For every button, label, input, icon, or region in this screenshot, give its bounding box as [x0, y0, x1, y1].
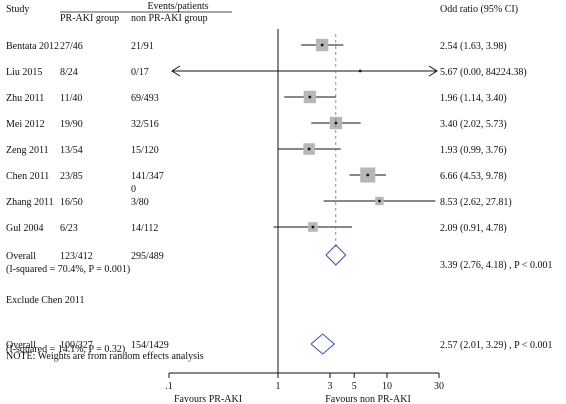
- events-non-pr-aki: 15/120: [131, 145, 159, 156]
- or-ci-text: 2.09 (0.91, 4.78): [440, 223, 507, 234]
- header-events: Events/patients: [147, 1, 208, 12]
- x-tick-label: 5: [352, 381, 357, 392]
- extra-text: 0: [131, 184, 136, 195]
- study-row: Zeng 2011 13/54 15/120 1.93 (0.99, 3.76): [6, 143, 507, 156]
- or-ci-text: 1.93 (0.99, 3.76): [440, 145, 507, 156]
- events-non-pr-aki: 0/17: [131, 67, 149, 78]
- study-name: Zhang 2011: [6, 197, 54, 208]
- point-estimate: [320, 43, 324, 47]
- study-row: Gul 2004 6/23 14/112 2.09 (0.91, 4.78): [6, 222, 507, 234]
- point-estimate: [308, 95, 312, 99]
- study-name: Bentata 2012: [6, 41, 59, 52]
- study-name: Chen 2011: [6, 171, 49, 182]
- point-estimate: [307, 147, 311, 151]
- or-ci-text: 8.53 (2.62, 27.81): [440, 197, 512, 208]
- or-ci-text: 1.96 (1.14, 3.40): [440, 93, 507, 104]
- study-name: Liu 2015: [6, 67, 42, 78]
- study-row: Bentata 2012 27/46 21/91 2.54 (1.63, 3.98): [6, 38, 507, 52]
- study-name: Gul 2004: [6, 223, 44, 234]
- point-estimate: [358, 69, 362, 73]
- point-estimate: [334, 121, 338, 125]
- heterogeneity-text: (I-squared = 14.1%, P = 0.32): [6, 344, 125, 355]
- or-ci-text: 3.40 (2.02, 5.73): [440, 119, 507, 130]
- study-name: Zhu 2011: [6, 93, 44, 104]
- subgroup-title: Exclude Chen 2011: [6, 295, 85, 306]
- study-row: Zhang 2011 16/50 3/80 8.53 (2.62, 27.81): [6, 196, 512, 208]
- pooled-diamond: [310, 333, 336, 355]
- study-name: Zeng 2011: [6, 145, 49, 156]
- study-name: Mei 2012: [6, 119, 45, 130]
- events-non-pr-aki: 21/91: [131, 41, 154, 52]
- or-ci-text: 6.66 (4.53, 9.78): [440, 171, 507, 182]
- overall-or-ci-text: 2.57 (2.01, 3.29) , P < 0.001: [440, 340, 553, 351]
- header-group1: PR-AKI group: [60, 13, 119, 24]
- overall-label: Overall: [6, 340, 36, 351]
- x-tick-label: .1: [165, 381, 173, 392]
- overall-events-pr-aki: 100/327: [60, 340, 93, 351]
- pooled-diamond: [325, 244, 347, 266]
- study-row: Zhu 2011 11/40 69/493 1.96 (1.14, 3.40): [6, 90, 507, 104]
- overall-or-ci-text: 3.39 (2.76, 4.18) , P < 0.001: [440, 260, 553, 271]
- overall-excl-row: Overall 100/327 154/1429 (I-squared = 14.1%…: [6, 333, 553, 355]
- events-pr-aki: 23/85: [60, 171, 83, 182]
- weights-note: NOTE: Weights are from random effects an…: [6, 351, 204, 362]
- events-pr-aki: 16/50: [60, 197, 83, 208]
- events-non-pr-aki: 69/493: [131, 93, 159, 104]
- header-or: Odd ratio (95% CI): [440, 4, 518, 15]
- events-non-pr-aki: 14/112: [131, 223, 158, 234]
- or-ci-text: 5.67 (0.00, 84224.38): [440, 67, 527, 78]
- point-estimate: [378, 199, 381, 203]
- x-axis: .1 1 3 5 10 30: [165, 29, 444, 392]
- x-tick-label: 10: [382, 381, 392, 392]
- ci-arrow-left: [171, 65, 181, 77]
- overall-row: Overall 123/412 295/489(I-squared = 70.4%,…: [6, 244, 553, 275]
- events-pr-aki: 6/23: [60, 223, 78, 234]
- overall-events-non-pr-aki: 154/1429: [131, 340, 169, 351]
- overall-events-non-pr-aki: 295/489: [131, 251, 164, 262]
- events-pr-aki: 11/40: [60, 93, 82, 104]
- x-tick-label: 30: [434, 381, 444, 392]
- overall-events-pr-aki: 123/412: [60, 251, 93, 262]
- events-pr-aki: 8/24: [60, 67, 78, 78]
- study-row: Chen 2011 23/85 141/347 6.66 (4.53, 9.78) 0: [6, 167, 507, 195]
- overall-label: Overall: [6, 251, 36, 262]
- events-pr-aki: 19/90: [60, 119, 83, 130]
- study-row: Liu 2015 8/24 0/17 5.67 (0.00, 84224.38): [6, 65, 527, 78]
- favours-right-label: Favours non PR-AKI: [325, 394, 411, 404]
- events-non-pr-aki: 3/80: [131, 197, 149, 208]
- events-non-pr-aki: 32/516: [131, 119, 159, 130]
- favours-left-label: Favours PR-AKI: [174, 394, 242, 404]
- point-estimate: [366, 173, 370, 177]
- events-pr-aki: 13/54: [60, 145, 83, 156]
- events-non-pr-aki: 141/347: [131, 171, 164, 182]
- x-tick-label: 1: [276, 381, 281, 392]
- study-row: Mei 2012 19/90 32/516 3.40 (2.02, 5.73): [6, 116, 507, 130]
- point-estimate: [311, 225, 315, 229]
- header-study: Study: [6, 4, 29, 15]
- events-pr-aki: 27/46: [60, 41, 83, 52]
- study-rows: Bentata 2012 27/46 21/91 2.54 (1.63, 3.98) L…: [6, 38, 553, 355]
- header-group2: non PR-AKI group: [131, 13, 208, 24]
- x-tick-label: 3: [328, 381, 333, 392]
- heterogeneity-text: (I-squared = 70.4%, P = 0.001): [6, 264, 130, 275]
- ci-arrow-right: [428, 65, 438, 77]
- or-ci-text: 2.54 (1.63, 3.98): [440, 41, 507, 52]
